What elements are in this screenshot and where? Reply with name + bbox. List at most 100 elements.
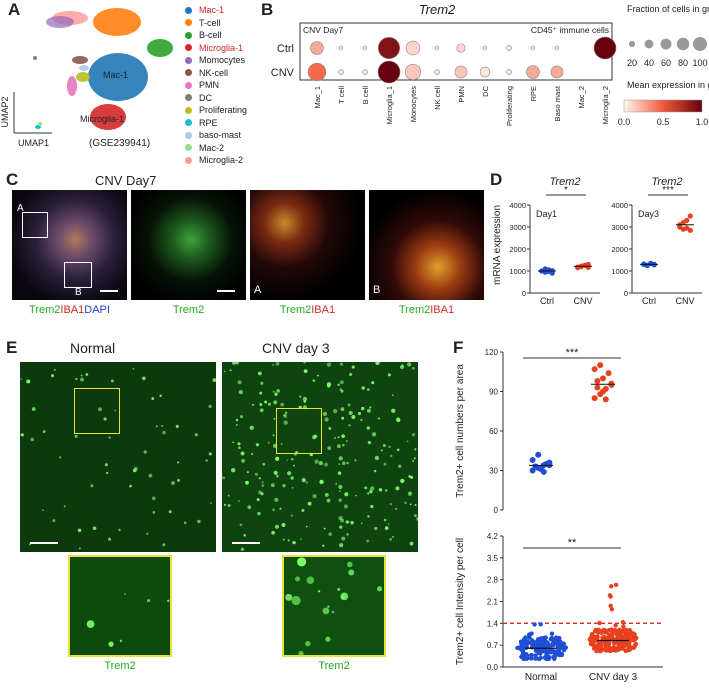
intensity-point <box>534 656 539 661</box>
cell-dot <box>232 441 234 444</box>
cell-dot <box>259 391 263 395</box>
cell-dot <box>327 446 332 450</box>
cell-dot <box>312 379 316 382</box>
cell-dot <box>293 464 295 467</box>
micrograph-inset-a: A <box>250 190 365 300</box>
mrna-plot-ytick-label: 2000 <box>509 245 526 254</box>
cell-dot <box>272 434 275 437</box>
intensity-point <box>534 648 540 654</box>
count-plot-sig: *** <box>566 347 580 359</box>
cell-dot <box>299 395 302 398</box>
cell-dot <box>350 521 354 525</box>
cell-dot <box>210 502 212 504</box>
mrna-plot-ytick-label: 1000 <box>509 267 526 276</box>
legend-label: Proliferating <box>199 105 248 116</box>
cell-dot <box>337 587 341 591</box>
legend-swatch <box>185 144 192 152</box>
legend-item-nk-cell: NK-cell <box>185 67 265 80</box>
zoom-normal-dots <box>86 593 170 647</box>
size-legend-tick-20: 20 <box>627 58 637 68</box>
size-legend-dot-60 <box>660 38 672 50</box>
count-point <box>594 377 601 384</box>
cell-dot <box>274 497 279 502</box>
cell-dot <box>272 390 275 393</box>
umap-label-microglia-1: Microglia-1 <box>80 114 124 124</box>
cell-dot <box>285 593 293 601</box>
cell-dot <box>324 462 328 467</box>
cell-dot <box>404 501 407 505</box>
intensity-point <box>621 624 626 629</box>
cluster-momocytes <box>46 16 74 28</box>
cell-dot <box>152 511 156 514</box>
cell-dot <box>284 411 288 414</box>
legend-swatch <box>185 119 192 127</box>
count-point <box>591 366 598 373</box>
scale-bar <box>217 290 235 292</box>
cell-dot <box>227 503 231 508</box>
count-point <box>608 380 615 387</box>
cell-dot <box>168 510 172 514</box>
cell-dot <box>257 371 262 376</box>
legend-swatch <box>185 56 192 64</box>
dot-plot-xtick: Mac_2 <box>577 86 586 109</box>
legend-label: Microglia-1 <box>199 42 244 53</box>
cell-dot <box>387 373 391 377</box>
zoom-cnv <box>282 555 386 657</box>
cell-dot <box>291 595 301 606</box>
cell-dot <box>159 394 162 398</box>
cell-dot <box>92 526 97 531</box>
cell-dot <box>327 605 330 608</box>
intensity-point <box>515 645 520 651</box>
zoom-cnv-dots <box>285 557 383 655</box>
cell-dot <box>303 369 308 373</box>
count-point <box>605 370 612 377</box>
intensity-point <box>627 629 632 634</box>
dot-plot-row-ctrl: Ctrl <box>277 43 294 55</box>
cell-dot <box>407 362 412 367</box>
cell-dot <box>345 520 349 524</box>
cell-dot <box>391 394 394 397</box>
cell-dot <box>322 544 325 547</box>
cell-dot <box>251 452 254 456</box>
dot-plot-xtick: PMN <box>457 86 466 103</box>
cell-dot <box>366 539 369 543</box>
cell-dot <box>376 586 383 592</box>
color-legend-bar <box>623 99 703 113</box>
dot-plot-xtick: Microglia_1 <box>385 86 394 124</box>
cell-dot <box>74 434 78 438</box>
cell-dot <box>171 481 175 485</box>
cell-dot <box>369 406 372 409</box>
cluster-proliferating <box>76 72 90 82</box>
micrograph-normal <box>20 362 216 552</box>
cell-dot <box>155 425 158 428</box>
cell-dot <box>297 557 307 567</box>
intensity-point <box>594 646 599 651</box>
legend-item-microglia-1: Microglia-1 <box>185 42 265 55</box>
cell-dot <box>146 532 149 535</box>
cell-dot <box>77 528 82 533</box>
cell-dot <box>283 414 288 418</box>
cell-dot <box>256 498 260 502</box>
cell-dot <box>292 540 296 545</box>
zoom-box-cnv <box>276 408 322 454</box>
cell-dot <box>378 488 383 492</box>
cell-dot <box>108 641 114 647</box>
cell-dot <box>302 396 308 402</box>
cell-dot <box>275 456 280 461</box>
cell-dot <box>197 519 201 524</box>
cell-dot <box>281 522 286 528</box>
dot-ctrl-0 <box>310 41 324 55</box>
intensity-point <box>547 644 552 649</box>
dot-cnv-8 <box>506 69 512 75</box>
cell-dot <box>177 478 180 482</box>
cell-dot <box>366 408 371 413</box>
cell-dot <box>260 381 264 385</box>
panel-letter-b: B <box>261 0 274 19</box>
cell-dot <box>240 415 243 419</box>
cell-dot <box>143 450 147 454</box>
cluster-baso-mast <box>79 65 89 71</box>
cell-dot <box>272 508 275 512</box>
cell-dot <box>194 433 198 437</box>
legend-label: DC <box>199 92 212 103</box>
cell-dot <box>349 372 353 377</box>
